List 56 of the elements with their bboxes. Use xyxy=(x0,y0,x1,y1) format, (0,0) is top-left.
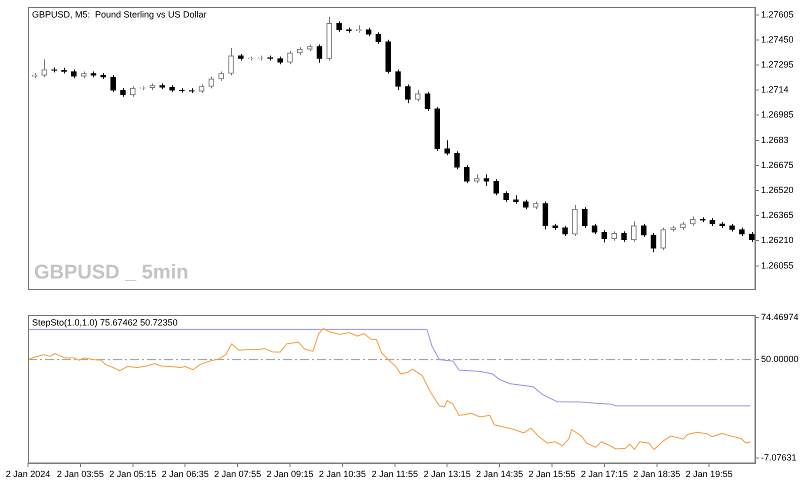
candlestick xyxy=(493,178,500,196)
y-tick-label: -7.07631 xyxy=(761,452,797,463)
y-tick-label: 1.26675 xyxy=(761,160,794,170)
candlestick xyxy=(572,204,578,237)
y-tick-label: 1.26365 xyxy=(761,210,794,220)
candlestick xyxy=(228,48,234,76)
chart-title: StepSto(1.0,1.0) 75.67462 50.72350 xyxy=(32,317,178,328)
x-tick-label: 2 Jan 17:15 xyxy=(580,468,628,479)
y-tick-label: 1.27450 xyxy=(761,34,794,44)
candlestick xyxy=(414,90,421,102)
x-tick-label: 2 Jan 18:35 xyxy=(633,468,680,479)
x-tick-label: 2 Jan 09:15 xyxy=(266,468,314,479)
candlestick xyxy=(316,44,322,64)
candlestick xyxy=(42,58,48,78)
candlestick xyxy=(542,201,548,230)
candlestick xyxy=(660,227,666,251)
y-tick-label: 1.27605 xyxy=(761,9,794,20)
x-tick-label: 2 Jan 19:55 xyxy=(686,468,733,479)
candlestick xyxy=(484,174,490,186)
candlestick xyxy=(208,76,214,89)
candlestick xyxy=(287,50,293,65)
y-tick-label: 50.00000 xyxy=(761,354,799,364)
x-tick-label: 2 Jan 11:55 xyxy=(372,468,418,479)
annotation: GBPUSD _ 5min xyxy=(34,262,188,284)
y-tick-label: 1.27295 xyxy=(761,60,794,70)
candlestick xyxy=(631,220,637,242)
x-tick-label: 2 Jan 05:15 xyxy=(109,468,156,479)
y-tick-label: 1.26055 xyxy=(761,260,794,270)
chart-title: GBPUSD, M5: Pound Sterling vs US Dollar xyxy=(32,9,207,20)
y-tick-label: 1.26210 xyxy=(761,235,794,246)
x-tick-label: 2 Jan 10:35 xyxy=(318,468,366,479)
candlestick xyxy=(405,84,411,104)
candlestick xyxy=(424,91,430,112)
candlestick xyxy=(611,230,618,242)
candlestick xyxy=(218,71,224,82)
y-tick-label: 1.26985 xyxy=(761,110,794,120)
x-tick-label: 2 Jan 15:55 xyxy=(528,468,576,479)
x-tick-label: 2 Jan 14:35 xyxy=(476,468,524,479)
candlestick xyxy=(130,86,136,98)
candlestick xyxy=(110,74,116,93)
x-tick-label: 2 Jan 13:15 xyxy=(424,468,471,479)
candlestick xyxy=(602,230,608,243)
x-tick-label: 2 Jan 07:55 xyxy=(214,468,262,479)
y-tick-label: 1.2683 xyxy=(761,134,789,145)
candlestick xyxy=(464,164,470,184)
x-tick-label: 2 Jan 2024 xyxy=(6,468,50,479)
y-tick-label: 1.2714 xyxy=(761,84,789,95)
candlestick xyxy=(395,69,401,91)
x-tick-label: 2 Jan 06:35 xyxy=(162,468,209,479)
candlestick xyxy=(650,232,656,253)
candlestick xyxy=(640,223,646,238)
x-tick-label: 2 Jan 03:55 xyxy=(56,468,104,479)
y-tick-label: 1.26520 xyxy=(761,185,794,196)
y-tick-label: 74.46974 xyxy=(761,312,799,322)
candlestick xyxy=(454,150,460,170)
candlestick xyxy=(582,206,588,228)
